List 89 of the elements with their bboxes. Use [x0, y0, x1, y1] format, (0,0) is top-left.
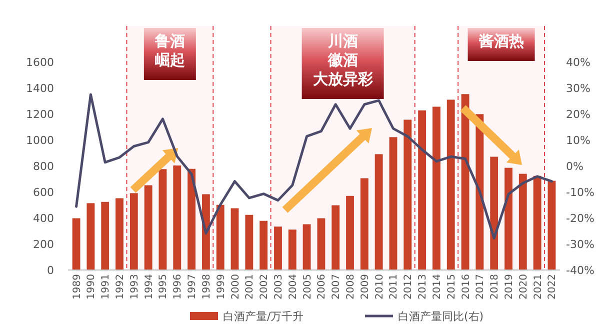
bar	[188, 168, 196, 270]
bar	[533, 176, 542, 270]
x-tick-label: 2004	[288, 274, 299, 300]
x-tick-label: 1993	[129, 274, 140, 300]
y-tick-label: 800	[33, 160, 54, 173]
bar	[518, 174, 527, 270]
y2-tick-label: 30%	[566, 82, 590, 95]
y-tick-label: 1400	[26, 82, 54, 95]
x-tick-label: 2021	[532, 274, 544, 300]
x-tick-label: 2000	[230, 274, 242, 300]
y-tick-label: 0	[47, 264, 54, 277]
bar	[490, 156, 498, 270]
x-tick-label: 2022	[547, 274, 558, 300]
bar	[216, 204, 224, 270]
bar	[548, 180, 556, 270]
band-label: 酱酒热	[478, 32, 524, 50]
y-tick-label: 1600	[26, 56, 54, 69]
bar	[374, 154, 383, 270]
x-tick-label: 2009	[360, 274, 371, 300]
x-tick-label: 2018	[490, 274, 501, 300]
x-tick-label: 1994	[144, 274, 155, 300]
bar	[230, 208, 239, 270]
y2-tick-label: 10%	[566, 134, 590, 147]
x-tick-label: 1997	[187, 274, 198, 300]
bar	[288, 230, 296, 270]
bar	[72, 218, 80, 270]
x-tick-label: 1998	[201, 274, 212, 300]
y2-tick-label: -40%	[566, 264, 594, 277]
x-tick-label: 1990	[86, 274, 98, 300]
y-tick-label: 1000	[26, 134, 54, 147]
legend-label: 白酒产量/万千升	[223, 310, 304, 323]
y2-tick-label: -10%	[566, 186, 594, 199]
y-tick-label: 400	[33, 212, 54, 225]
x-tick-label: 2007	[331, 274, 342, 300]
x-tick-label: 2001	[244, 274, 256, 300]
bar	[360, 178, 368, 270]
x-tick-label: 2011	[388, 274, 400, 300]
bar	[260, 220, 268, 270]
x-tick-label: 2012	[403, 274, 414, 300]
x-tick-label: 2005	[302, 274, 314, 300]
bar	[144, 185, 152, 270]
bar	[302, 224, 311, 270]
legend-label: 白酒产量同比(右)	[398, 310, 484, 323]
x-tick-label: 1991	[100, 274, 112, 300]
bar	[173, 165, 182, 270]
x-tick-label: 2010	[374, 274, 386, 300]
x-tick-label: 2015	[446, 274, 458, 300]
bar	[404, 120, 412, 270]
bar	[504, 168, 512, 270]
bar	[130, 193, 138, 270]
x-tick-label: 1996	[172, 274, 184, 300]
bar	[86, 203, 95, 270]
x-tick-label: 2017	[475, 274, 486, 300]
y2-tick-label: 0%	[566, 160, 584, 173]
bar	[346, 196, 354, 270]
bar	[332, 205, 340, 270]
bar	[101, 202, 110, 270]
bar	[446, 100, 455, 270]
y2-tick-label: -30%	[566, 238, 594, 251]
y-tick-label: 1200	[26, 108, 54, 121]
bar	[158, 169, 167, 270]
y2-tick-label: 40%	[566, 56, 590, 69]
x-tick-label: 2016	[460, 274, 472, 300]
x-tick-label: 2014	[432, 274, 443, 300]
x-tick-label: 1995	[158, 274, 170, 300]
bar	[274, 226, 282, 270]
band-label: 鲁酒崛起	[154, 32, 185, 69]
bar	[317, 218, 326, 270]
x-tick-label: 2006	[316, 274, 328, 300]
band-label: 川酒徽酒大放异彩	[312, 32, 374, 88]
y-tick-label: 600	[33, 186, 54, 199]
y-tick-label: 200	[33, 238, 54, 251]
bar	[389, 137, 398, 270]
y2-tick-label: -20%	[566, 212, 594, 225]
x-tick-label: 1989	[72, 274, 83, 300]
x-tick-label: 2002	[259, 274, 270, 300]
x-tick-label: 2013	[418, 274, 429, 300]
line-series	[75, 93, 553, 240]
x-tick-label: 2019	[504, 274, 515, 300]
bar	[418, 110, 426, 270]
x-tick-label: 1999	[216, 274, 227, 300]
bar	[432, 106, 440, 270]
bar	[245, 214, 254, 270]
y2-tick-label: 20%	[566, 108, 590, 121]
x-tick-label: 2003	[273, 274, 284, 300]
bar	[116, 198, 124, 270]
x-tick-label: 2008	[346, 274, 357, 300]
x-tick-label: 2020	[518, 274, 530, 300]
x-tick-label: 1992	[115, 274, 126, 300]
